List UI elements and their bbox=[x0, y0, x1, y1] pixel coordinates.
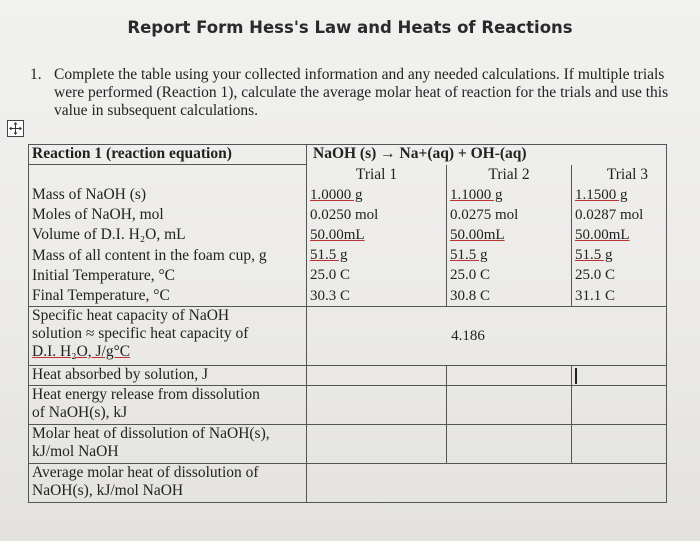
avg-molar-heat-label-line2: NaOH(s), kJ/mol NaOH bbox=[32, 482, 184, 500]
trial2-final-temp: 30.8 C bbox=[450, 287, 491, 304]
specific-heat-label-line1: Specific heat capacity of NaOH bbox=[32, 307, 230, 325]
heat-absorbed-trial2[interactable] bbox=[446, 365, 572, 387]
avg-molar-heat-label-line1: Average molar heat of dissolution of bbox=[32, 464, 259, 482]
avg-molar-heat-value-cell[interactable] bbox=[305, 463, 668, 504]
molar-heat-trial1[interactable] bbox=[306, 424, 447, 465]
trial1-volume: 50.00mL bbox=[310, 227, 365, 244]
question-1: 1. Complete the table using your collect… bbox=[30, 66, 695, 120]
molar-heat-label-line1: Molar heat of dissolution of NaOH(s), bbox=[32, 425, 270, 443]
specific-heat-label-line2: solution ≈ specific heat capacity of bbox=[32, 325, 249, 343]
question-number: 1. bbox=[30, 66, 42, 83]
heat-absorbed-trial3[interactable] bbox=[570, 365, 668, 387]
trial3-initial-temp: 25.0 C bbox=[575, 267, 616, 284]
row-label-moles-naoh: Moles of NaOH, mol bbox=[32, 206, 164, 224]
heat-release-trial1[interactable] bbox=[306, 385, 447, 426]
specific-heat-value: 4.186 bbox=[451, 328, 485, 345]
reaction-equation: NaOH (s) → Na+(aq) + OH-(aq) bbox=[313, 145, 527, 162]
row-label-volume-water: Volume of D.I. H₂O, mL bbox=[32, 226, 186, 244]
heat-absorbed-label-cell[interactable]: Heat absorbed by solution, J bbox=[28, 365, 307, 387]
trial3-volume: 50.00mL bbox=[575, 227, 630, 244]
heat-release-label-line1: Heat energy release from dissolution bbox=[32, 386, 260, 404]
avg-molar-heat-row: Average molar heat of dissolution of NaO… bbox=[28, 463, 668, 504]
specific-heat-label-line3: D.I. H₂O, J/g°C bbox=[32, 343, 131, 361]
trial2-cell[interactable]: Trial 2 1.1000 g 0.0275 mol 50.00mL 51.5… bbox=[446, 164, 572, 308]
text-cursor-icon bbox=[575, 367, 577, 384]
data-block-row: Mass of NaOH (s) Moles of NaOH, mol Volu… bbox=[28, 163, 668, 308]
trial1-final-temp: 30.3 C bbox=[310, 287, 351, 304]
row-label-mass-naoh: Mass of NaOH (s) bbox=[32, 186, 147, 203]
header-label: Reaction 1 (reaction equation) bbox=[32, 145, 232, 162]
trial2-moles: 0.0275 mol bbox=[450, 206, 519, 223]
trial3-moles: 0.0287 mol bbox=[575, 206, 644, 223]
heat-release-label-line2: of NaOH(s), kJ bbox=[32, 404, 128, 422]
table-move-handle-icon[interactable] bbox=[7, 120, 24, 137]
specific-heat-value-cell[interactable]: 4.186 bbox=[305, 306, 668, 367]
trial3-header: Trial 3 bbox=[606, 165, 649, 183]
equation-cell[interactable]: NaOH (s) → Na+(aq) + OH-(aq) bbox=[305, 144, 668, 165]
row-label-final-temp: Final Temperature, °C bbox=[32, 286, 170, 304]
report-table: Reaction 1 (reaction equation) NaOH (s) … bbox=[28, 144, 668, 504]
heat-release-row: Heat energy release from dissolution of … bbox=[28, 385, 668, 426]
heat-absorbed-trial1[interactable] bbox=[306, 365, 447, 387]
header-row: Reaction 1 (reaction equation) NaOH (s) … bbox=[28, 144, 668, 165]
heat-absorbed-label: Heat absorbed by solution, J bbox=[32, 366, 209, 384]
row-labels-cell[interactable]: Mass of NaOH (s) Moles of NaOH, mol Volu… bbox=[28, 163, 307, 308]
trial2-header: Trial 2 bbox=[488, 165, 530, 183]
trial3-mass-content: 51.5 g bbox=[575, 247, 613, 264]
heat-release-trial2[interactable] bbox=[446, 385, 572, 426]
trial1-header: Trial 1 bbox=[355, 165, 398, 183]
row-label-mass-content: Mass of all content in the foam cup, g bbox=[32, 246, 267, 264]
row-label-initial-temp: Initial Temperature, °C bbox=[32, 266, 175, 284]
page-title: Report Form Hess's Law and Heats of Reac… bbox=[127, 18, 573, 37]
heat-release-trial3[interactable] bbox=[570, 385, 668, 426]
trial1-moles: 0.0250 mol bbox=[310, 206, 379, 223]
trial3-cell[interactable]: Trial 3 1.1500 g 0.0287 mol 50.00mL 51.5… bbox=[570, 164, 668, 308]
specific-heat-row: Specific heat capacity of NaOH solution … bbox=[28, 306, 668, 367]
heat-release-label-cell[interactable]: Heat energy release from dissolution of … bbox=[28, 385, 307, 426]
trial2-mass: 1.1000 g bbox=[450, 186, 503, 203]
heat-absorbed-row: Heat absorbed by solution, J bbox=[28, 365, 668, 387]
trial3-mass: 1.1500 g bbox=[575, 186, 628, 203]
header-label-cell[interactable]: Reaction 1 (reaction equation) bbox=[28, 144, 307, 165]
trial1-cell[interactable]: Trial 1 1.0000 g 0.0250 mol 50.00mL 51.5… bbox=[306, 164, 447, 308]
trial2-volume: 50.00mL bbox=[450, 227, 505, 244]
trial1-mass-content: 51.5 g bbox=[310, 247, 348, 264]
molar-heat-row: Molar heat of dissolution of NaOH(s), kJ… bbox=[28, 424, 668, 465]
trial2-mass-content: 51.5 g bbox=[450, 247, 488, 264]
molar-heat-label-line2: kJ/mol NaOH bbox=[32, 443, 119, 461]
trial1-initial-temp: 25.0 C bbox=[310, 267, 351, 284]
avg-molar-heat-label-cell[interactable]: Average molar heat of dissolution of NaO… bbox=[28, 463, 307, 504]
molar-heat-label-cell[interactable]: Molar heat of dissolution of NaOH(s), kJ… bbox=[28, 424, 307, 465]
trial2-initial-temp: 25.0 C bbox=[450, 267, 491, 284]
trial3-final-temp: 31.1 C bbox=[575, 287, 616, 304]
specific-heat-label-cell[interactable]: Specific heat capacity of NaOH solution … bbox=[28, 306, 307, 367]
trial1-mass: 1.0000 g bbox=[310, 186, 363, 203]
molar-heat-trial3[interactable] bbox=[570, 424, 668, 465]
question-text: Complete the table using your collected … bbox=[54, 66, 669, 119]
molar-heat-trial2[interactable] bbox=[446, 424, 572, 465]
